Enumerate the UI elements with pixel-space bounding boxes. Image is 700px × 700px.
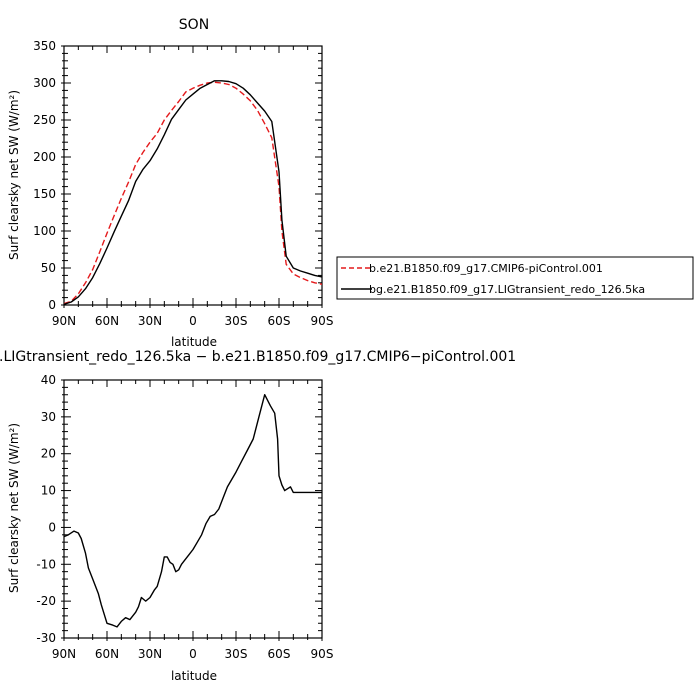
x-tick-label: 30S xyxy=(225,314,248,328)
y-tick-label: 250 xyxy=(33,113,56,127)
y-tick-label: 0 xyxy=(48,520,56,534)
x-tick-label: 90S xyxy=(311,314,334,328)
y-axis-title: Surf clearsky net SW (W/m²) xyxy=(7,423,21,593)
y-tick-label: 150 xyxy=(33,187,56,201)
y-tick-label: 350 xyxy=(33,39,56,53)
series-line-1 xyxy=(63,80,323,305)
x-axis-title: latitude xyxy=(171,335,217,349)
y-tick-label: -10 xyxy=(36,557,56,571)
x-tick-label: 30N xyxy=(138,647,162,661)
x-tick-label: 30N xyxy=(138,314,162,328)
x-tick-label: 90N xyxy=(52,314,76,328)
plot-area: 90N 60N 30N 0 30S 60S 90S -30 -20 -10 0 10 20 30 40 xyxy=(36,373,333,661)
legend-label-piControl: b.e21.B1850.f09_g17.CMIP6-piControl.001 xyxy=(369,262,603,275)
chart-title: bg.e21.B1850.f09_g17.LIGtransient_redo_1… xyxy=(0,349,516,365)
y-tick-label: -20 xyxy=(36,594,56,608)
series-line-0 xyxy=(63,394,322,628)
y-axis-title: Surf clearsky net SW (W/m²) xyxy=(7,90,21,260)
x-tick-label: 0 xyxy=(189,647,197,661)
x-tick-label: 90N xyxy=(52,647,76,661)
chart-son-climatology: SON latitude Surf clearsky net SW (W/m²)… xyxy=(7,17,694,349)
x-tick-label: 60N xyxy=(95,647,119,661)
y-tick-label: 30 xyxy=(41,410,56,424)
chart-title: SON xyxy=(179,17,209,33)
legend-box xyxy=(336,256,694,300)
x-tick-label: 60S xyxy=(268,647,291,661)
y-tick-label: 50 xyxy=(41,261,56,275)
plot-frame xyxy=(63,379,323,639)
plot-frame xyxy=(63,45,323,306)
x-tick-label: 60N xyxy=(95,314,119,328)
x-tick-label: 90S xyxy=(311,647,334,661)
y-tick-label: 300 xyxy=(33,76,56,90)
x-tick-label: 0 xyxy=(189,314,197,328)
series-line-0 xyxy=(63,81,323,305)
legend-label-LIGtransient: bg.e21.B1850.f09_g17.LIGtransient_redo_1… xyxy=(369,283,645,296)
y-tick-label: 100 xyxy=(33,224,56,238)
chart-difference: bg.e21.B1850.f09_g17.LIGtransient_redo_1… xyxy=(0,349,516,683)
y-tick-label: 10 xyxy=(41,484,56,498)
plot-area: 90N 60N 30N 0 30S 60S 90S 0 50 100 150 200 250 300 350 xyxy=(33,39,333,328)
y-tick-label: 20 xyxy=(41,447,56,461)
y-tick-label: 200 xyxy=(33,150,56,164)
x-tick-label: 60S xyxy=(268,314,291,328)
y-tick-label: 40 xyxy=(41,373,56,387)
legend: b.e21.B1850.f09_g17.CMIP6-piControl.001 … xyxy=(336,256,694,300)
x-axis-title: latitude xyxy=(171,669,217,683)
x-tick-label: 30S xyxy=(225,647,248,661)
y-tick-label: -30 xyxy=(36,631,56,645)
y-tick-label: 0 xyxy=(48,298,56,312)
